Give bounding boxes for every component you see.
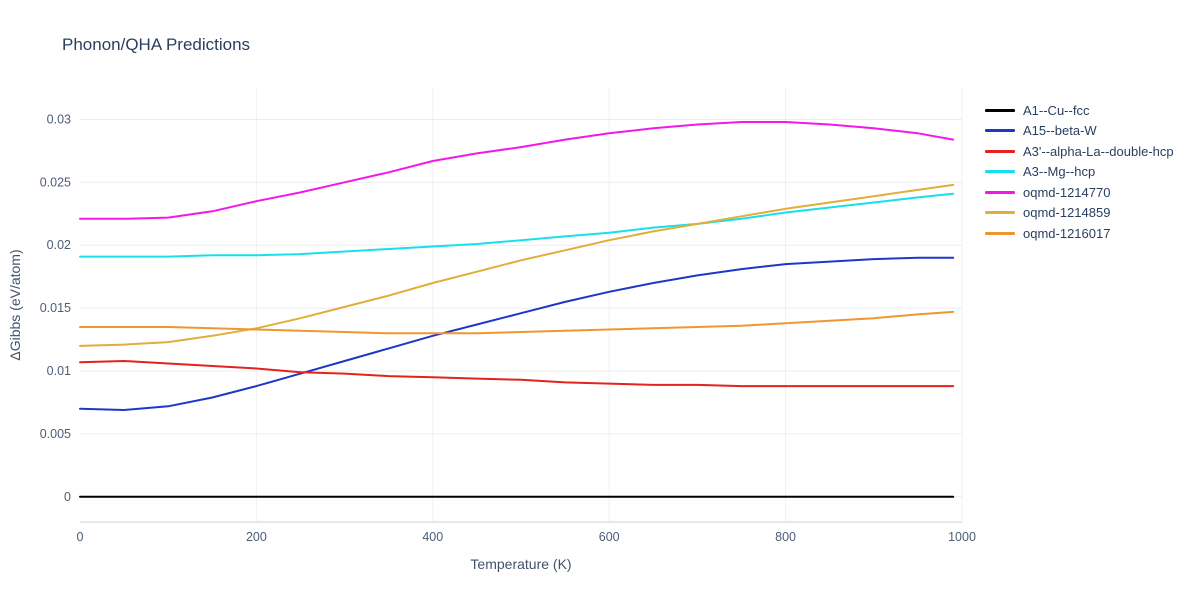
x-tick-label: 400	[422, 530, 443, 544]
legend-item-A3'--alpha-La--double-hcp[interactable]: A3'--alpha-La--double-hcp	[985, 141, 1174, 162]
y-tick-label: 0.025	[40, 175, 71, 189]
legend-label: oqmd-1214770	[1023, 184, 1111, 200]
y-tick-label: 0.005	[40, 427, 71, 441]
x-tick-label: 0	[77, 530, 84, 544]
legend-item-oqmd-1216017[interactable]: oqmd-1216017	[985, 223, 1174, 244]
x-tick-label: 200	[246, 530, 267, 544]
legend-line-swatch	[985, 170, 1015, 174]
legend-line-swatch	[985, 211, 1015, 215]
series-line-oqmd-1214859	[79, 183, 955, 347]
series-line-A15--beta-W	[79, 256, 955, 411]
legend-item-oqmd-1214770[interactable]: oqmd-1214770	[985, 182, 1174, 203]
series-line-A3--Mg--hcp	[79, 192, 955, 258]
legend-label: A3--Mg--hcp	[1023, 164, 1096, 180]
x-tick-label: 1000	[948, 530, 976, 544]
legend-label: A3'--alpha-La--double-hcp	[1023, 143, 1174, 159]
legend-line-swatch	[985, 149, 1015, 153]
legend-line-swatch	[985, 129, 1015, 133]
legend-item-A3--Mg--hcp[interactable]: A3--Mg--hcp	[985, 162, 1174, 183]
legend-item-oqmd-1214859[interactable]: oqmd-1214859	[985, 203, 1174, 224]
x-tick-label: 800	[775, 530, 796, 544]
y-axis-title: ΔGibbs (eV/atom)	[7, 249, 23, 361]
y-tick-label: 0.02	[47, 238, 71, 252]
legend-label: A1--Cu--fcc	[1023, 102, 1090, 118]
y-tick-label: 0.01	[47, 364, 71, 378]
series-line-oqmd-1216017	[79, 310, 955, 335]
chart-title: Phonon/QHA Predictions	[62, 35, 251, 54]
legend-item-A1--Cu--fcc[interactable]: A1--Cu--fcc	[985, 100, 1174, 121]
series-line-A3'--alpha-La--double-hcp	[79, 360, 955, 388]
legend-label: oqmd-1216017	[1023, 225, 1111, 241]
y-tick-label: 0	[64, 490, 71, 504]
legend-label: oqmd-1214859	[1023, 205, 1111, 221]
legend-line-swatch	[985, 231, 1015, 235]
legend-line-swatch	[985, 190, 1015, 194]
series-line-oqmd-1214770	[79, 121, 955, 220]
x-axis-title: Temperature (K)	[470, 556, 572, 572]
x-tick-label: 600	[599, 530, 620, 544]
y-tick-label: 0.03	[47, 112, 71, 126]
y-tick-label: 0.015	[40, 301, 71, 315]
legend-line-swatch	[985, 108, 1015, 112]
legend-label: A15--beta-W	[1023, 123, 1097, 139]
legend-item-A15--beta-W[interactable]: A15--beta-W	[985, 121, 1174, 142]
legend: A1--Cu--fcc A15--beta-W A3'--alpha-La--dou…	[985, 100, 1174, 244]
